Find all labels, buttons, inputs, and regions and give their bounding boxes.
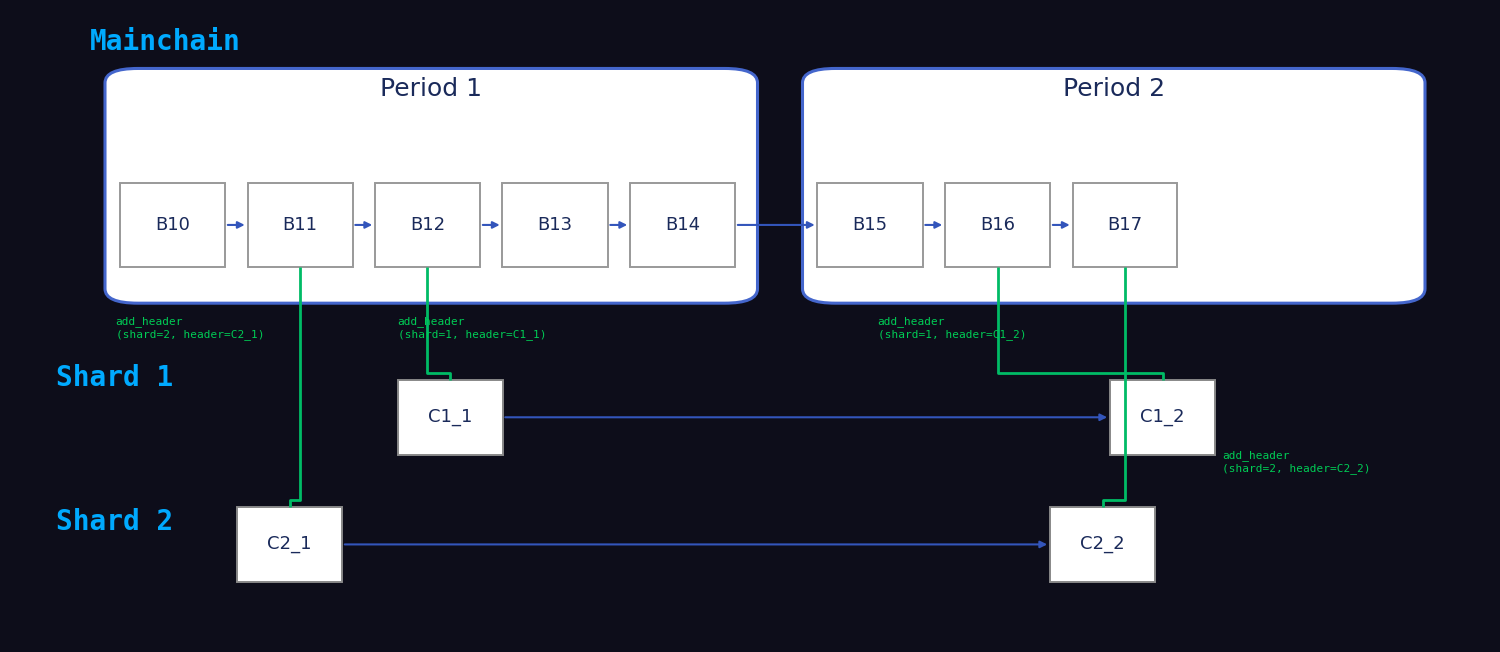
Text: C1_2: C1_2	[1140, 408, 1185, 426]
FancyBboxPatch shape	[945, 183, 1050, 267]
FancyBboxPatch shape	[1072, 183, 1178, 267]
FancyBboxPatch shape	[818, 183, 922, 267]
FancyBboxPatch shape	[248, 183, 352, 267]
FancyBboxPatch shape	[105, 68, 758, 303]
Text: Period 1: Period 1	[380, 78, 482, 101]
FancyBboxPatch shape	[237, 507, 342, 582]
Text: B17: B17	[1107, 216, 1143, 234]
Text: B10: B10	[154, 216, 190, 234]
FancyBboxPatch shape	[398, 379, 502, 455]
Text: B16: B16	[980, 216, 1016, 234]
Text: add_header
(shard=1, header=C1_1): add_header (shard=1, header=C1_1)	[398, 316, 546, 340]
Text: add_header
(shard=1, header=C1_2): add_header (shard=1, header=C1_2)	[878, 316, 1026, 340]
FancyBboxPatch shape	[630, 183, 735, 267]
Text: Period 2: Period 2	[1062, 78, 1166, 101]
Text: B11: B11	[282, 216, 318, 234]
Text: add_header
(shard=2, header=C2_1): add_header (shard=2, header=C2_1)	[116, 316, 264, 340]
FancyBboxPatch shape	[1110, 379, 1215, 455]
Text: C1_1: C1_1	[427, 408, 472, 426]
Text: C2_2: C2_2	[1080, 535, 1125, 554]
Text: Shard 2: Shard 2	[56, 508, 172, 535]
Text: Shard 1: Shard 1	[56, 364, 172, 392]
Text: add_header
(shard=2, header=C2_2): add_header (shard=2, header=C2_2)	[1222, 450, 1371, 474]
Text: Mainchain: Mainchain	[90, 29, 240, 56]
FancyBboxPatch shape	[1050, 507, 1155, 582]
FancyBboxPatch shape	[503, 183, 608, 267]
Text: B15: B15	[852, 216, 888, 234]
Text: C2_1: C2_1	[267, 535, 312, 554]
Text: B12: B12	[410, 216, 446, 234]
Text: B14: B14	[664, 216, 700, 234]
FancyBboxPatch shape	[375, 183, 480, 267]
FancyBboxPatch shape	[802, 68, 1425, 303]
Text: B13: B13	[537, 216, 573, 234]
FancyBboxPatch shape	[120, 183, 225, 267]
